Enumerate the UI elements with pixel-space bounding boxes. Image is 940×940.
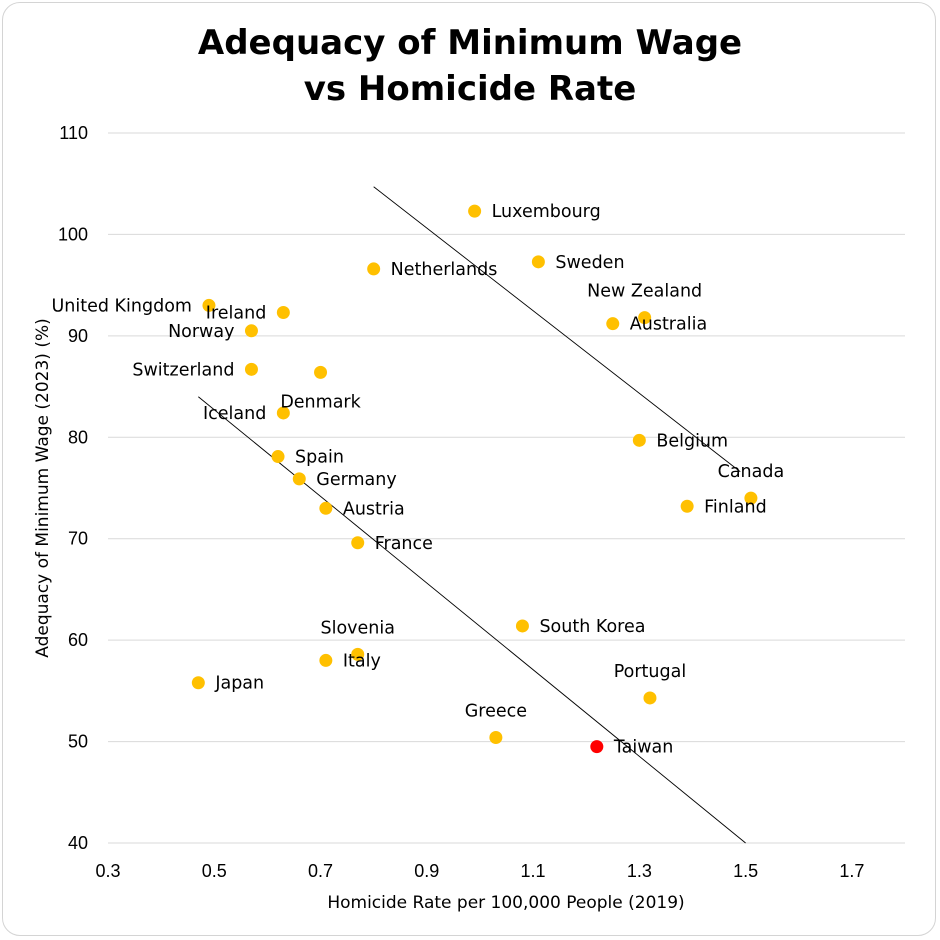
y-tick-label: 110 [59,123,88,143]
label-portugal: Portugal [614,662,686,682]
label-switzerland: Switzerland [132,360,234,380]
gridlines [108,132,905,844]
x-tick-label: 0.5 [202,861,227,881]
x-tick-label: 0.9 [414,861,439,881]
x-tick-label: 1.7 [839,861,864,881]
label-spain: Spain [295,448,344,468]
point-belgium [632,433,646,447]
point-norway [244,324,258,338]
upper-trendline [373,186,741,473]
point-united-kingdom [202,298,216,312]
point-germany [292,472,306,486]
point-greece [489,731,503,745]
label-canada: Canada [718,462,785,482]
chart-title-line-1: Adequacy of Minimum Wage [198,23,742,63]
point-south-korea [515,619,529,633]
point-denmark [314,365,328,379]
trendlines [198,186,746,844]
point-france [351,536,365,550]
point-slovenia [351,647,365,661]
point-australia [606,317,620,331]
label-australia: Australia [630,315,707,335]
point-japan [191,676,205,690]
y-axis-label: Adequacy of Minimum Wage (2023) (%) [33,318,53,658]
y-tick-label: 70 [68,529,88,549]
label-south-korea: South Korea [539,617,645,637]
label-norway: Norway [168,322,234,342]
x-tick-label: 1.5 [733,861,758,881]
point-portugal [643,691,657,705]
label-taiwan: Taiwan [613,738,674,758]
label-italy: Italy [343,651,381,671]
label-greece: Greece [465,702,527,722]
x-tick-label: 0.7 [308,861,333,881]
chart-title-line-2: vs Homicide Rate [304,69,637,109]
label-new-zealand: New Zealand [587,282,702,302]
point-netherlands [367,262,381,276]
point-labels: Luxembourg Sweden Netherlands New Zealand Au… [51,202,784,758]
label-slovenia: Slovenia [320,618,394,638]
point-ireland [276,306,290,320]
point-sweden [531,255,545,269]
point-taiwan [590,740,604,754]
point-canada [744,491,758,505]
label-france: France [375,534,433,554]
label-austria: Austria [343,499,405,519]
point-luxembourg [468,204,482,218]
y-tick-label: 40 [68,833,88,853]
point-switzerland [244,362,258,376]
label-united-kingdom: United Kingdom [51,296,191,316]
point-finland [680,499,694,513]
data-points [191,204,758,754]
label-sweden: Sweden [555,253,624,273]
x-tick-label: 1.3 [627,861,652,881]
lower-trendline [198,396,746,844]
x-tick-label: 0.3 [95,861,120,881]
point-austria [319,501,333,515]
axis-ticks: 40 50 60 70 80 90 100 110 0.3 0.5 0.7 0.9 1.1 1.3 1.5 1… [58,123,864,881]
y-tick-label: 80 [68,427,88,447]
point-iceland [276,406,290,420]
x-axis-label: Homicide Rate per 100,000 People (2019) [327,893,684,913]
y-tick-label: 100 [58,224,88,244]
label-ireland: Ireland [206,304,267,324]
label-luxembourg: Luxembourg [492,202,601,222]
x-tick-label: 1.1 [521,861,546,881]
label-japan: Japan [214,674,264,694]
point-italy [319,653,333,667]
y-tick-label: 90 [68,326,88,346]
label-finland: Finland [704,497,767,517]
label-iceland: Iceland [203,404,266,424]
point-new-zealand [638,311,652,325]
label-netherlands: Netherlands [391,260,498,280]
label-belgium: Belgium [656,431,728,451]
y-tick-label: 50 [68,732,88,752]
label-germany: Germany [316,470,396,490]
label-denmark: Denmark [280,392,361,412]
point-spain [271,450,285,464]
y-tick-label: 60 [68,630,88,650]
